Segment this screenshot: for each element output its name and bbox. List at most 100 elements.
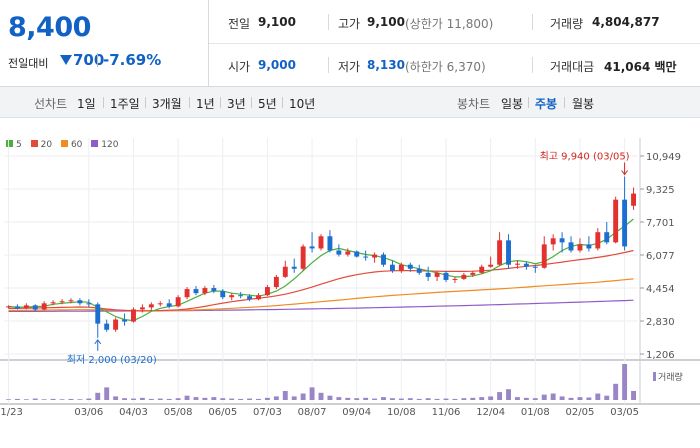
period-monthly-button[interactable]: 월봉 bbox=[572, 97, 595, 111]
candle-body bbox=[166, 303, 172, 307]
range-1y-button[interactable]: 1년 bbox=[196, 97, 215, 111]
candle-body bbox=[202, 288, 208, 294]
candle-body bbox=[586, 244, 592, 249]
range-5y-button[interactable]: 5년 bbox=[258, 97, 277, 111]
volume-bar bbox=[14, 398, 20, 400]
candle-body bbox=[613, 199, 619, 243]
x-tick-label: 02/05 bbox=[566, 407, 595, 418]
x-tick-label: 10/08 bbox=[387, 407, 416, 418]
candle-body bbox=[568, 242, 574, 251]
divider bbox=[103, 97, 104, 108]
volume-bar bbox=[104, 387, 110, 400]
volume-bar bbox=[604, 395, 610, 400]
range-1w-button[interactable]: 1주일 bbox=[110, 97, 140, 111]
volume-bar bbox=[479, 397, 485, 400]
upper-limit: (상한가 11,800) bbox=[405, 17, 494, 31]
candle-body bbox=[264, 287, 270, 296]
y-tick-label: 4,454 bbox=[646, 284, 675, 295]
volume-bar bbox=[497, 392, 503, 400]
volume-bar bbox=[256, 398, 261, 400]
y-tick-label: 10,949 bbox=[646, 152, 681, 163]
candle-body bbox=[345, 251, 351, 255]
candle-body bbox=[461, 274, 467, 279]
volume-bar bbox=[238, 398, 244, 400]
volume-bar bbox=[86, 398, 92, 400]
range-3m-button[interactable]: 3개월 bbox=[152, 97, 182, 111]
x-tick-label: 09/04 bbox=[342, 407, 371, 418]
volume-bar bbox=[613, 383, 619, 400]
candle-body bbox=[631, 193, 636, 206]
ma120-swatch-icon bbox=[91, 140, 99, 147]
volume-bar bbox=[488, 396, 494, 400]
volume-value: 4,804,877 bbox=[592, 15, 660, 29]
volume-bar bbox=[452, 398, 458, 400]
candle-body bbox=[148, 304, 154, 308]
divider bbox=[189, 97, 190, 108]
change-percent: -7.69% bbox=[103, 51, 162, 69]
candle-body bbox=[41, 303, 47, 310]
candle-body bbox=[514, 263, 520, 265]
ma-legend: 5 20 60 120 bbox=[6, 140, 124, 150]
candle-body bbox=[532, 266, 538, 268]
volume-bar bbox=[407, 398, 413, 400]
trade-value-value: 41,064 백만 bbox=[604, 60, 677, 74]
volume-bar bbox=[559, 396, 565, 400]
candle-body bbox=[229, 295, 235, 298]
volume-bar bbox=[300, 393, 306, 400]
volume-bar bbox=[416, 398, 422, 400]
y-tick-label: 7,701 bbox=[646, 218, 675, 229]
high-price-annotation: 최고 9,940 (03/05) bbox=[540, 151, 630, 163]
period-weekly-button[interactable]: 주봉 bbox=[535, 97, 558, 111]
volume-bar bbox=[550, 393, 556, 400]
period-daily-button[interactable]: 일봉 bbox=[501, 97, 524, 111]
candle-body bbox=[381, 254, 386, 265]
candlesticks bbox=[6, 176, 636, 338]
candle-body bbox=[6, 306, 11, 308]
legend-ma20-label: 20 bbox=[40, 140, 53, 150]
candle-body bbox=[175, 297, 181, 307]
volume-bar bbox=[443, 398, 449, 400]
range-1d-button[interactable]: 1일 bbox=[77, 97, 96, 111]
divider bbox=[97, 53, 98, 67]
ma60-swatch-icon bbox=[60, 140, 68, 147]
volume-bar bbox=[586, 397, 592, 400]
line-chart-label: 선차트 bbox=[34, 97, 68, 111]
volume-bar bbox=[59, 399, 65, 400]
prev-close-value: 9,100 bbox=[258, 15, 296, 29]
candle-body bbox=[86, 303, 92, 305]
candle-body bbox=[68, 300, 74, 302]
range-10y-button[interactable]: 10년 bbox=[289, 97, 316, 111]
volume-bar bbox=[381, 397, 386, 400]
volume-bar bbox=[622, 364, 628, 400]
range-3y-button[interactable]: 3년 bbox=[227, 97, 246, 111]
low-price-annotation: 최저 2,000 (03/20) bbox=[67, 354, 157, 366]
volume-bar bbox=[291, 396, 297, 400]
candle-body bbox=[104, 323, 110, 330]
candle-body bbox=[336, 250, 342, 255]
down-triangle-icon bbox=[60, 55, 72, 65]
candle-body bbox=[122, 319, 128, 322]
candle-body bbox=[354, 251, 360, 257]
volume-bar bbox=[389, 398, 395, 400]
volume-bar bbox=[95, 392, 101, 400]
volume-bar bbox=[470, 397, 476, 400]
legend-ma5-label: 5 bbox=[16, 140, 22, 150]
volume-bar bbox=[193, 397, 199, 400]
y-tick-label: 9,325 bbox=[646, 185, 675, 196]
legend-ma60: 60 bbox=[60, 140, 82, 150]
candle-body bbox=[622, 199, 628, 247]
chart-grid bbox=[0, 138, 700, 405]
candle-body bbox=[193, 289, 199, 294]
candle-body bbox=[577, 244, 583, 251]
ma20-swatch-icon bbox=[30, 140, 38, 147]
candle-body bbox=[282, 266, 288, 277]
candle-body bbox=[523, 263, 529, 267]
candle-body bbox=[220, 291, 226, 298]
volume-label: 거래량 bbox=[550, 17, 584, 31]
x-tick-label: 04/03 bbox=[119, 407, 148, 418]
volume-bar bbox=[148, 398, 154, 400]
stock-chart[interactable]: 10,949 9,325 7,701 6,077 4,454 2,830 1,206 거래량… bbox=[0, 118, 700, 448]
candle-body bbox=[184, 289, 190, 298]
lower-limit: (하한가 6,370) bbox=[405, 60, 486, 74]
ma20-line bbox=[8, 249, 634, 312]
